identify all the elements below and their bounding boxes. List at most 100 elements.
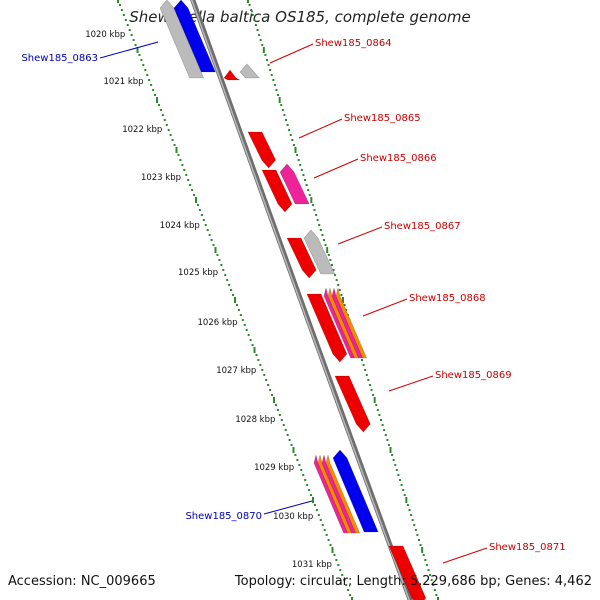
major-tick bbox=[253, 347, 256, 353]
minor-tick bbox=[337, 564, 340, 566]
major-tick bbox=[292, 447, 295, 453]
minor-tick bbox=[308, 194, 311, 196]
minor-tick bbox=[406, 504, 409, 506]
minor-tick bbox=[345, 584, 348, 586]
backbone-line bbox=[190, 0, 413, 600]
major-tick bbox=[389, 447, 392, 453]
minor-tick bbox=[144, 69, 147, 71]
minor-tick bbox=[187, 179, 190, 181]
major-tick bbox=[175, 147, 178, 153]
backbone bbox=[190, 0, 413, 600]
minor-tick bbox=[338, 289, 341, 291]
minor-tick bbox=[399, 479, 401, 481]
gene-feature-magenta bbox=[313, 454, 349, 534]
minor-tick bbox=[343, 304, 346, 306]
minor-tick bbox=[124, 19, 127, 21]
gene-feature-gray bbox=[239, 63, 260, 79]
minor-tick bbox=[341, 574, 344, 576]
minor-tick bbox=[383, 429, 386, 431]
gene-leader-line bbox=[313, 158, 359, 179]
minor-tick bbox=[140, 59, 143, 61]
minor-tick bbox=[210, 239, 213, 241]
minor-tick bbox=[368, 384, 371, 386]
minor-tick bbox=[128, 29, 131, 31]
major-tick bbox=[273, 397, 275, 403]
gene-label: Shew185_0863 bbox=[21, 53, 98, 64]
minor-tick bbox=[191, 189, 194, 191]
minor-tick bbox=[173, 144, 176, 146]
minor-tick bbox=[291, 139, 294, 141]
minor-tick bbox=[167, 129, 170, 131]
tick-tracks bbox=[117, 0, 439, 600]
scale-label: 1020 kbp bbox=[85, 30, 125, 40]
minor-tick bbox=[302, 174, 305, 176]
scale-label: 1025 kbp bbox=[178, 268, 218, 278]
scale-label: 1029 kbp bbox=[254, 463, 294, 473]
minor-tick bbox=[411, 519, 414, 521]
gene-leader-line bbox=[269, 43, 314, 64]
minor-tick bbox=[138, 54, 141, 56]
minor-tick bbox=[198, 209, 201, 211]
major-tick bbox=[342, 297, 344, 303]
minor-tick bbox=[298, 464, 301, 466]
gene-label: Shew185_0871 bbox=[489, 542, 566, 553]
minor-tick bbox=[122, 14, 125, 16]
scale-label: 1030 kbp bbox=[273, 512, 313, 522]
minor-tick bbox=[410, 514, 413, 516]
major-tick bbox=[373, 397, 376, 403]
major-tick bbox=[195, 197, 197, 203]
minor-tick bbox=[270, 74, 273, 76]
minor-tick bbox=[308, 489, 311, 491]
minor-tick bbox=[267, 384, 270, 386]
minor-tick bbox=[259, 39, 262, 41]
minor-tick bbox=[152, 89, 155, 91]
minor-tick bbox=[271, 394, 274, 396]
minor-tick bbox=[256, 29, 259, 31]
major-tick bbox=[294, 147, 297, 153]
gene-label: Shew185_0870 bbox=[185, 511, 262, 522]
minor-tick bbox=[269, 69, 272, 71]
minor-tick bbox=[259, 364, 262, 366]
outer-tick-track bbox=[247, 0, 439, 600]
minor-tick bbox=[400, 484, 403, 486]
minor-tick bbox=[419, 544, 422, 546]
gene-label: Shew185_0866 bbox=[360, 153, 437, 164]
minor-tick bbox=[425, 564, 428, 566]
minor-tick bbox=[245, 329, 248, 331]
gene-labels: Shew185_0863 Shew185_0864 Shew185_0865 Shew… bbox=[21, 38, 566, 564]
minor-tick bbox=[339, 569, 342, 571]
minor-tick bbox=[284, 429, 287, 431]
minor-tick bbox=[161, 114, 164, 116]
minor-tick bbox=[349, 594, 352, 596]
gene-feature-red bbox=[261, 169, 293, 213]
gene-feature-gray bbox=[159, 0, 205, 79]
minor-tick bbox=[200, 214, 203, 216]
major-tick bbox=[331, 547, 334, 553]
minor-tick bbox=[248, 4, 251, 6]
gene-leader-line bbox=[442, 547, 488, 564]
minor-tick bbox=[335, 559, 338, 561]
minor-tick bbox=[118, 4, 121, 6]
minor-tick bbox=[126, 24, 129, 26]
minor-tick bbox=[416, 534, 419, 536]
minor-tick bbox=[392, 459, 395, 461]
scale-labels: 1020 kbp 1021 kbp 1022 kbp 1023 kbp 1024 kbp… bbox=[85, 30, 332, 570]
minor-tick bbox=[239, 314, 242, 316]
minor-tick bbox=[253, 19, 256, 21]
minor-tick bbox=[264, 54, 267, 56]
major-tick bbox=[312, 497, 314, 503]
genome-summary: Topology: circular; Length: 5,229,686 bp… bbox=[234, 574, 592, 589]
gene-feature-orange bbox=[327, 287, 360, 359]
map-title: Shewanella baltica OS185, complete genom… bbox=[129, 8, 471, 26]
minor-tick bbox=[206, 229, 209, 231]
minor-tick bbox=[208, 234, 211, 236]
minor-tick bbox=[315, 509, 318, 511]
minor-tick bbox=[361, 359, 363, 361]
minor-tick bbox=[282, 424, 285, 426]
minor-tick bbox=[394, 464, 397, 466]
minor-tick bbox=[265, 379, 268, 381]
minor-tick bbox=[273, 84, 276, 86]
gene-feature-blue bbox=[173, 0, 216, 73]
minor-tick bbox=[232, 294, 235, 296]
